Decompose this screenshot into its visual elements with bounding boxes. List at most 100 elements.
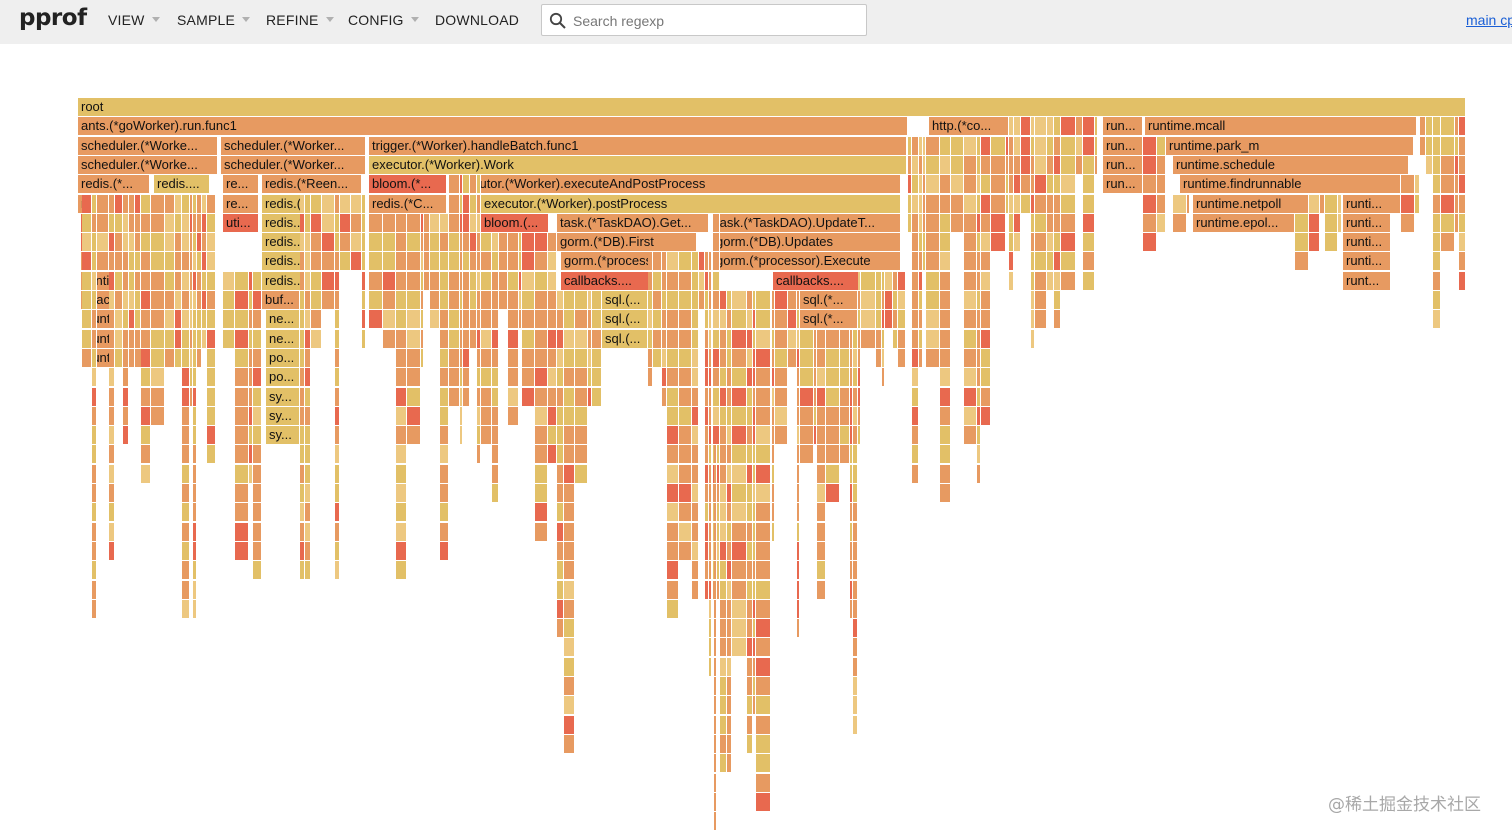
flame-frame-unlabeled[interactable] (817, 503, 826, 521)
flame-frame-unlabeled[interactable] (732, 561, 747, 579)
flame-frame-unlabeled[interactable] (193, 368, 197, 386)
flame-frame-unlabeled[interactable] (1426, 137, 1433, 155)
flame-frame-unlabeled[interactable] (981, 330, 991, 348)
flame-frame-unlabeled[interactable] (82, 291, 92, 309)
flame-frame-unlabeled[interactable] (653, 330, 662, 348)
flame-frame-unlabeled[interactable] (202, 195, 207, 213)
flame-frame-unlabeled[interactable] (421, 330, 424, 348)
flame-frame-unlabeled[interactable] (1459, 117, 1466, 135)
flame-frame-unlabeled[interactable] (129, 310, 135, 328)
flame-frame-unlabeled[interactable] (797, 310, 800, 328)
flame-frame-unlabeled[interactable] (747, 619, 753, 637)
flame-frame-unlabeled[interactable] (713, 233, 720, 251)
flame-frame-unlabeled[interactable] (753, 465, 756, 483)
flame-frame-unlabeled[interactable] (82, 214, 92, 232)
flame-frame-unlabeled[interactable] (662, 272, 667, 290)
flame-frame-unlabeled[interactable] (305, 272, 311, 290)
flame-frame-unlabeled[interactable] (662, 349, 667, 367)
flame-frame[interactable]: gorm.(*processor).Execute (713, 252, 901, 270)
flame-frame-unlabeled[interactable] (1054, 137, 1061, 155)
flame-frame[interactable]: runtime.epol... (1193, 214, 1295, 232)
flame-frame-unlabeled[interactable] (1031, 195, 1035, 213)
flame-frame-unlabeled[interactable] (481, 252, 492, 270)
flame-frame-unlabeled[interactable] (449, 195, 460, 213)
flame-frame-unlabeled[interactable] (926, 291, 940, 309)
flame-frame-unlabeled[interactable] (850, 465, 853, 483)
flame-frame-unlabeled[interactable] (1433, 272, 1441, 290)
flame-frame-unlabeled[interactable] (564, 349, 575, 367)
flame-frame-unlabeled[interactable] (193, 291, 197, 309)
flame-frame-unlabeled[interactable] (977, 388, 981, 406)
flame-frame-unlabeled[interactable] (253, 291, 262, 309)
flame-frame-unlabeled[interactable] (519, 272, 522, 290)
flame-frame-unlabeled[interactable] (720, 619, 727, 637)
flame-frame-unlabeled[interactable] (667, 484, 679, 502)
flame-frame-unlabeled[interactable] (1047, 175, 1054, 193)
flame-frame-unlabeled[interactable] (679, 523, 692, 541)
flame-frame-unlabeled[interactable] (951, 195, 964, 213)
flame-frame-unlabeled[interactable] (797, 542, 800, 560)
flame-frame-unlabeled[interactable] (109, 503, 115, 521)
flame-frame-unlabeled[interactable] (463, 175, 470, 193)
flame-frame-unlabeled[interactable] (912, 156, 919, 174)
flame-frame-unlabeled[interactable] (477, 426, 481, 444)
flame-frame-unlabeled[interactable] (1054, 156, 1061, 174)
flame-frame-unlabeled[interactable] (481, 349, 492, 367)
flame-frame-unlabeled[interactable] (492, 349, 499, 367)
flame-frame-unlabeled[interactable] (858, 426, 861, 444)
flame-frame-unlabeled[interactable] (692, 330, 699, 348)
flame-frame-unlabeled[interactable] (135, 195, 141, 213)
flame-frame-unlabeled[interactable] (940, 388, 951, 406)
flame-frame-unlabeled[interactable] (396, 388, 407, 406)
flame-frame-unlabeled[interactable] (714, 754, 717, 772)
flame-frame-unlabeled[interactable] (182, 445, 190, 463)
flame-frame-unlabeled[interactable] (648, 368, 653, 386)
flame-frame-unlabeled[interactable] (692, 252, 699, 270)
flame-frame-unlabeled[interactable] (492, 426, 499, 444)
flame-frame-unlabeled[interactable] (756, 310, 771, 328)
flame-frame-unlabeled[interactable] (92, 330, 97, 348)
flame-frame-unlabeled[interactable] (305, 426, 311, 444)
flame-frame-unlabeled[interactable] (407, 214, 421, 232)
flame-frame-unlabeled[interactable] (705, 368, 709, 386)
flame-frame-unlabeled[interactable] (850, 561, 853, 579)
flame-frame-unlabeled[interactable] (535, 291, 548, 309)
flame-frame-unlabeled[interactable] (709, 291, 712, 309)
flame-frame-unlabeled[interactable] (940, 407, 951, 425)
flame-frame-unlabeled[interactable] (964, 407, 977, 425)
flame-frame-unlabeled[interactable] (720, 754, 727, 772)
flame-frame-unlabeled[interactable] (522, 252, 535, 270)
flame-frame-unlabeled[interactable] (300, 252, 305, 270)
flame-frame-unlabeled[interactable] (709, 310, 712, 328)
flame-frame-unlabeled[interactable] (1061, 137, 1076, 155)
flame-frame-unlabeled[interactable] (797, 330, 800, 348)
flame-frame-unlabeled[interactable] (1441, 137, 1455, 155)
flame-frame-unlabeled[interactable] (141, 272, 151, 290)
flame-frame-unlabeled[interactable] (175, 349, 182, 367)
flame-frame-unlabeled[interactable] (850, 445, 853, 463)
flame-frame-unlabeled[interactable] (732, 484, 747, 502)
flame-frame[interactable]: runtime.schedule (1173, 156, 1409, 174)
flame-frame-unlabeled[interactable] (460, 291, 463, 309)
flame-frame-unlabeled[interactable] (109, 195, 115, 213)
flame-frame-unlabeled[interactable] (861, 291, 876, 309)
flame-frame-unlabeled[interactable] (165, 291, 175, 309)
flame-frame-unlabeled[interactable] (499, 291, 508, 309)
flame-frame-unlabeled[interactable] (756, 291, 771, 309)
flame-frame-unlabeled[interactable] (92, 407, 97, 425)
flame-frame-unlabeled[interactable] (548, 310, 557, 328)
flame-frame-unlabeled[interactable] (705, 465, 709, 483)
flame-frame-unlabeled[interactable] (747, 349, 753, 367)
flame-frame-unlabeled[interactable] (840, 426, 850, 444)
flame-frame-unlabeled[interactable] (235, 349, 249, 367)
flame-frame-unlabeled[interactable] (876, 330, 882, 348)
flame-frame-unlabeled[interactable] (648, 330, 653, 348)
flame-frame-unlabeled[interactable] (548, 291, 557, 309)
flame-frame-unlabeled[interactable] (1035, 156, 1047, 174)
flame-frame-unlabeled[interactable] (692, 465, 699, 483)
flame-frame-unlabeled[interactable] (1047, 252, 1054, 270)
flame-frame-unlabeled[interactable] (692, 368, 699, 386)
menu-view[interactable]: VIEW (108, 12, 160, 28)
flame-frame-unlabeled[interactable] (926, 156, 940, 174)
flame-frame-unlabeled[interactable] (557, 407, 564, 425)
